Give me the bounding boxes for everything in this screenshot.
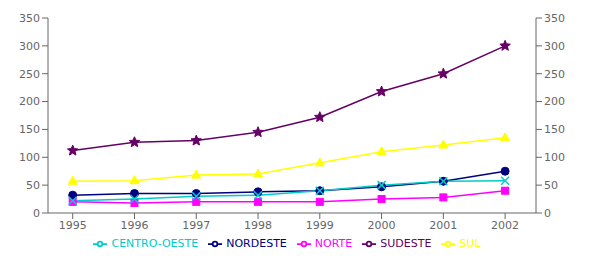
svg-text:150: 150 bbox=[19, 123, 40, 136]
svg-text:300: 300 bbox=[19, 40, 40, 53]
svg-text:1999: 1999 bbox=[306, 219, 334, 232]
html-text:NORTE: NORTE bbox=[314, 237, 353, 250]
svg-text:2001: 2001 bbox=[429, 219, 457, 232]
svg-text:200: 200 bbox=[19, 95, 40, 108]
html-text:NORDESTE: NORDESTE bbox=[226, 237, 287, 250]
svg-text:1997: 1997 bbox=[182, 219, 210, 232]
svg-text:2000: 2000 bbox=[368, 219, 396, 232]
svg-text:50: 50 bbox=[26, 179, 40, 192]
svg-text:0: 0 bbox=[33, 207, 40, 220]
html-text:SUL: SUL bbox=[459, 237, 481, 250]
svg-text:250: 250 bbox=[19, 68, 40, 81]
svg-text:350: 350 bbox=[544, 12, 565, 25]
svg-text:350: 350 bbox=[19, 12, 40, 25]
svg-text:1998: 1998 bbox=[244, 219, 272, 232]
svg-text:300: 300 bbox=[544, 40, 565, 53]
svg-text:250: 250 bbox=[544, 68, 565, 81]
svg-text:100: 100 bbox=[544, 151, 565, 164]
svg-text:150: 150 bbox=[544, 123, 565, 136]
html-text:SUDESTE: SUDESTE bbox=[380, 237, 432, 250]
svg-text:200: 200 bbox=[544, 95, 565, 108]
svg-text:2002: 2002 bbox=[491, 219, 519, 232]
svg-text:50: 50 bbox=[544, 179, 558, 192]
svg-text:100: 100 bbox=[19, 151, 40, 164]
html-text:CENTRO-OESTE: CENTRO-OESTE bbox=[111, 237, 199, 250]
svg-text:0: 0 bbox=[544, 207, 551, 220]
svg-text:1996: 1996 bbox=[120, 219, 148, 232]
svg-text:1995: 1995 bbox=[59, 219, 87, 232]
